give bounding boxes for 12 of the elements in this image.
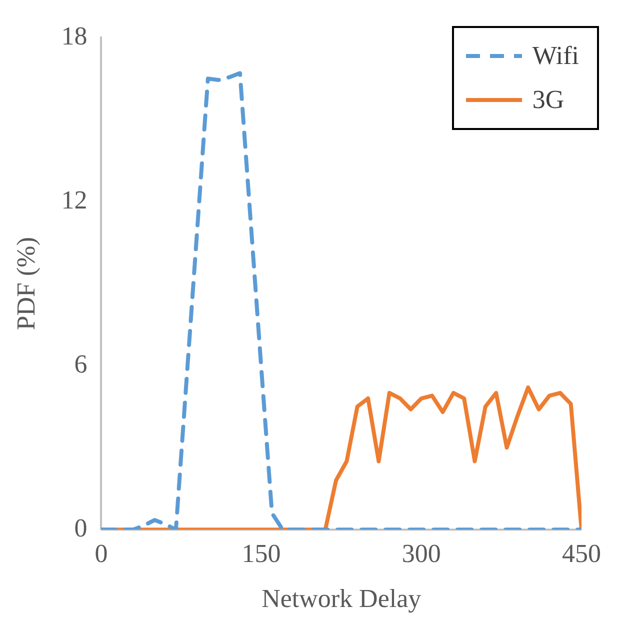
x-tick-label: 450: [562, 539, 601, 568]
x-tick-label: 0: [94, 539, 108, 568]
y-tick-label: 6: [74, 349, 88, 378]
legend-label: 3G: [532, 85, 564, 115]
x-axis-title: Network Delay: [262, 584, 422, 614]
y-tick-label: 0: [74, 513, 88, 542]
y-axis-title: PDF (%): [11, 237, 40, 330]
y-tick-label: 12: [61, 185, 88, 214]
y-tick-label: 18: [61, 21, 88, 50]
x-tick-label: 150: [242, 539, 281, 568]
x-tick-label: 300: [402, 539, 441, 568]
legend-label: Wifi: [532, 41, 579, 71]
